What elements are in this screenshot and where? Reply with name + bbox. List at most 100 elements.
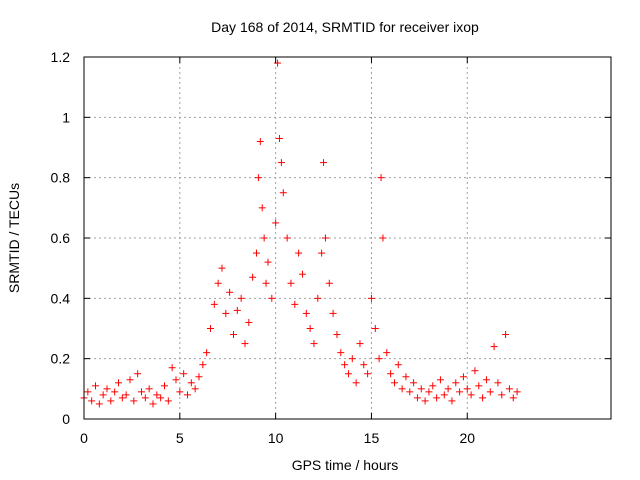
data-point [498, 391, 506, 399]
data-point [222, 309, 230, 317]
data-point [254, 174, 262, 182]
data-point [157, 394, 165, 402]
data-point [233, 306, 241, 314]
data-point [356, 340, 364, 348]
data-point [195, 373, 203, 381]
data-point [262, 279, 270, 287]
data-point [118, 394, 126, 402]
data-point [295, 249, 303, 257]
x-tick-label: 20 [459, 430, 475, 446]
data-point [258, 204, 266, 212]
data-point [245, 318, 253, 326]
data-point [168, 364, 176, 372]
x-tick-labels: 0 5 10 15 20 [80, 430, 475, 446]
data-point [413, 394, 421, 402]
data-point [337, 349, 345, 357]
data-point [479, 394, 487, 402]
data-point [410, 379, 418, 387]
data-point [153, 391, 161, 399]
y-tick-label: 0.2 [51, 351, 71, 367]
data-point [275, 134, 283, 142]
data-point [360, 361, 368, 369]
y-axis-label: SRMTID / TECUs [6, 183, 22, 293]
data-point [352, 379, 360, 387]
x-tick-label: 5 [176, 430, 184, 446]
data-point [398, 385, 406, 393]
data-point [176, 388, 184, 396]
data-point [114, 379, 122, 387]
data-point [277, 159, 285, 167]
data-point [341, 361, 349, 369]
data-point [375, 355, 383, 363]
data-point [180, 370, 188, 378]
data-point [206, 325, 214, 332]
data-point [318, 249, 326, 257]
data-point [452, 379, 460, 387]
data-point [141, 394, 149, 402]
data-point [172, 376, 180, 384]
data-point [126, 376, 134, 384]
data-point [456, 388, 464, 396]
x-tick-label: 0 [80, 430, 88, 446]
data-point [344, 370, 352, 378]
data-point [440, 391, 448, 399]
data-point [88, 397, 96, 405]
data-point [137, 388, 145, 396]
data-point [394, 361, 402, 369]
data-point [314, 294, 322, 302]
data-point [145, 385, 153, 393]
data-point [183, 391, 191, 399]
data-point [475, 382, 483, 390]
data-point [482, 376, 490, 384]
data-point [494, 379, 502, 387]
data-point [321, 234, 329, 242]
data-point [91, 382, 99, 390]
data-point [164, 397, 172, 405]
data-point [237, 294, 245, 302]
data-point [214, 279, 222, 287]
data-point [203, 349, 211, 357]
data-point [444, 385, 452, 393]
data-point [268, 294, 276, 302]
data-point [291, 300, 299, 308]
data-point [417, 385, 425, 393]
data-point [436, 376, 444, 384]
data-point [298, 270, 306, 278]
data-point [463, 385, 471, 393]
y-tick-label: 0.8 [51, 170, 71, 186]
data-point [149, 400, 157, 408]
y-tick-labels: 0 0.2 0.4 0.6 0.8 1 1.2 [51, 49, 71, 427]
data-point [95, 400, 103, 408]
data-point [122, 391, 130, 399]
data-point [505, 385, 513, 393]
data-point [229, 331, 237, 339]
y-tick-label: 0 [62, 411, 70, 427]
x-tick-label: 15 [364, 430, 380, 446]
data-point [252, 249, 260, 257]
data-point [333, 331, 341, 339]
data-point [402, 373, 410, 381]
data-point [467, 391, 475, 399]
y-tick-label: 0.4 [51, 290, 71, 306]
data-point [103, 385, 111, 393]
data-point [471, 367, 479, 375]
data-point [187, 379, 195, 387]
data-point [306, 325, 314, 332]
data-point [160, 382, 168, 390]
data-point [260, 234, 268, 242]
data-point [513, 388, 521, 396]
data-point [302, 309, 310, 317]
data-point [226, 288, 234, 296]
grid-layer [84, 57, 611, 419]
data-point [111, 388, 119, 396]
y-tick-label: 1.2 [51, 49, 71, 65]
data-point [329, 309, 337, 317]
data-point [364, 370, 372, 378]
data-point [241, 340, 249, 348]
data-point [459, 373, 467, 381]
data-point [433, 394, 441, 402]
data-point [320, 159, 328, 167]
data-point [210, 300, 218, 308]
data-point [448, 397, 456, 405]
